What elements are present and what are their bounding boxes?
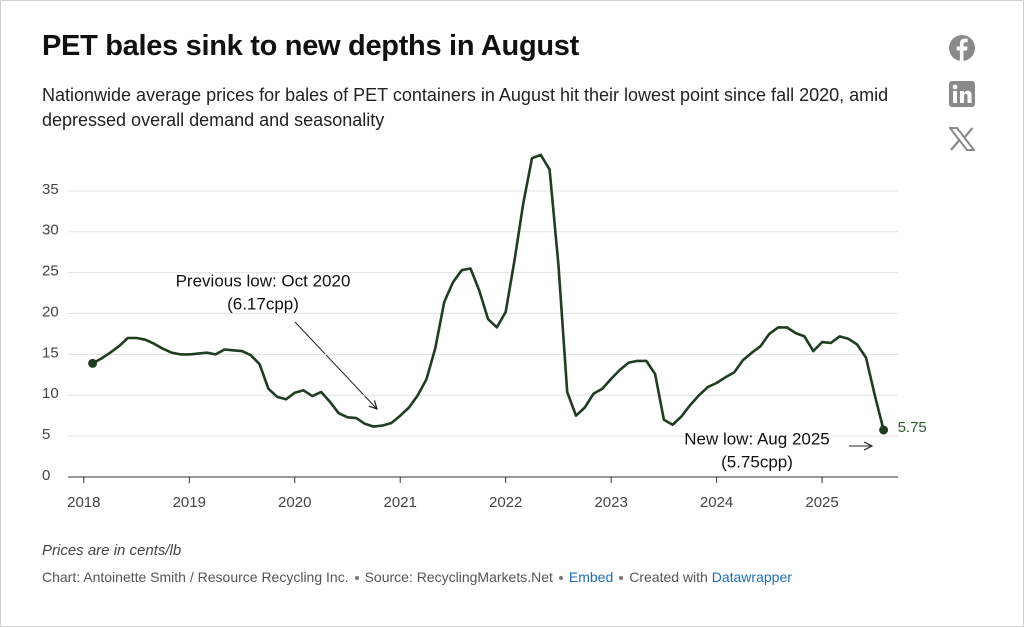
x-tick-label: 2021 [384, 494, 417, 511]
separator [354, 576, 359, 581]
chart-subtitle: Nationwide average prices for bales of P… [42, 85, 889, 130]
notes: Prices are in cents/lb [42, 542, 182, 559]
x-tick-label: 2023 [594, 494, 627, 511]
separator [619, 576, 624, 581]
annotation: New low: Aug 2025 [684, 429, 830, 448]
x-tick-label: 2020 [278, 494, 311, 511]
byline: Chart: Antoinette Smith / Resource Recyc… [42, 569, 349, 585]
x-tick-label: 2024 [700, 494, 733, 511]
y-tick-label: 35 [42, 181, 59, 198]
x-tick-label: 2022 [489, 494, 522, 511]
annotation: (6.17cpp) [227, 294, 299, 313]
annotation: (5.75cpp) [721, 452, 793, 471]
x-tick-label: 2018 [67, 494, 100, 511]
value-label: 5.75 [898, 419, 927, 436]
datawrapper-link[interactable]: Datawrapper [711, 569, 792, 585]
line [91, 153, 885, 431]
y-tick-label: 5 [42, 426, 50, 443]
y-tick-label: 10 [42, 385, 59, 402]
linkedin-icon[interactable] [949, 81, 975, 107]
x-tick-label: 2019 [173, 494, 206, 511]
annotation-arrow [294, 321, 377, 409]
point [879, 425, 889, 435]
x-tick-label: 2025 [805, 494, 838, 511]
embed-link[interactable]: Embed [568, 569, 614, 585]
credit: Created with [629, 569, 708, 585]
y-tick-label: 0 [42, 467, 50, 484]
y-tick-label: 15 [42, 344, 59, 361]
point [88, 358, 98, 368]
footer: Chart: Antoinette Smith / Resource Recyc… [42, 569, 792, 585]
y-tick-label: 30 [42, 222, 59, 239]
separator [558, 576, 563, 581]
facebook-icon[interactable] [948, 34, 976, 62]
source: Source: RecyclingMarkets.Net [364, 569, 553, 585]
y-tick-label: 25 [42, 263, 59, 280]
y-tick-label: 20 [42, 303, 59, 320]
chart-title: PET bales sink to new depths in August [42, 30, 579, 62]
annotation: Previous low: Oct 2020 [176, 271, 351, 290]
x-icon[interactable] [949, 127, 975, 151]
